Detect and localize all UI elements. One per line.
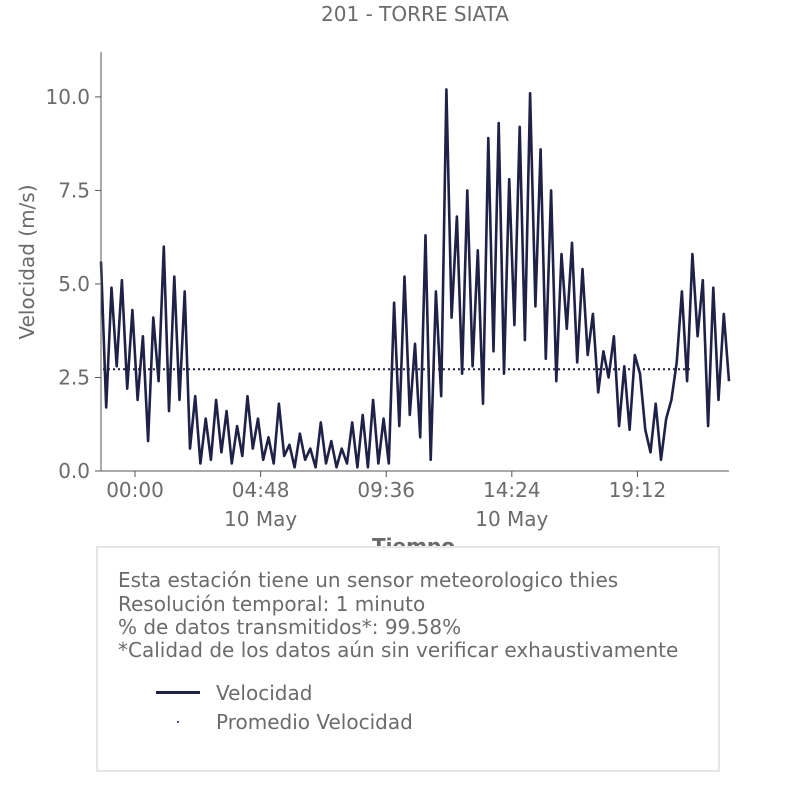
info-data-percent: % de datos transmitidos*: 99.58% — [118, 615, 462, 639]
series-velocidad-line — [99, 88, 731, 469]
info-box: Esta estación tiene un sensor meteorolog… — [96, 546, 720, 772]
info-quality-note: *Calidad de los datos aún sin verificar … — [118, 638, 679, 662]
info-sensor: Esta estación tiene un sensor meteorolog… — [118, 568, 619, 592]
chart-title: 201 - TORRE SIATA — [321, 2, 509, 26]
x-tick-label: 14:24 — [483, 478, 541, 502]
x-tick-label: 04:48 — [232, 478, 290, 502]
info-resolution: Resolución temporal: 1 minuto — [118, 592, 426, 616]
legend-velocidad-label: Velocidad — [216, 681, 313, 705]
x-tick-label: 00:00 — [106, 478, 164, 502]
x-tick-label: 09:36 — [357, 478, 415, 502]
x-tick-date-label: 10 May — [224, 507, 297, 531]
legend-velocidad-swatch — [156, 691, 200, 694]
y-tick-label: 0.0 — [58, 459, 90, 483]
legend-promedio-swatch — [177, 721, 179, 723]
wind-speed-chart: 201 - TORRE SIATA Velocidad (m/s) 0.0 2.5… — [15, 2, 731, 531]
x-tick-label: 19:12 — [609, 478, 667, 502]
y-axis-label: Velocidad (m/s) — [15, 184, 39, 339]
y-tick-label: 2.5 — [58, 365, 90, 389]
legend-promedio-label: Promedio Velocidad — [216, 710, 413, 734]
y-tick-label: 10.0 — [45, 85, 90, 109]
y-tick-label: 7.5 — [58, 178, 90, 202]
y-tick-label: 5.0 — [58, 272, 90, 296]
x-tick-date-label: 10 May — [475, 507, 548, 531]
